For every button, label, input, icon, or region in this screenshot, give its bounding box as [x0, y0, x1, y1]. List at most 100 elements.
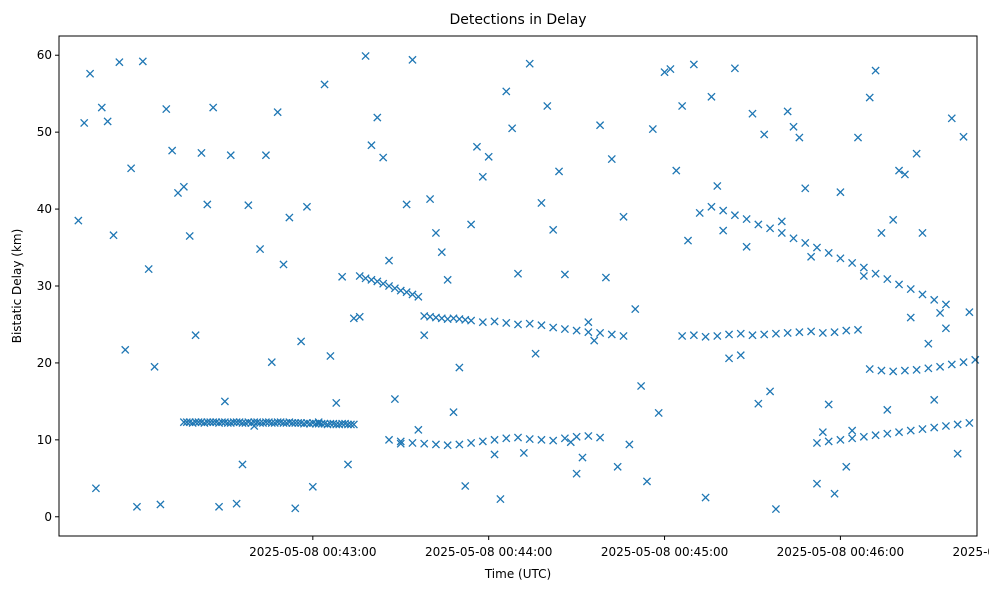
data-point	[719, 206, 728, 215]
data-point	[478, 172, 487, 181]
data-point	[513, 433, 523, 442]
data-point	[959, 358, 968, 367]
data-point	[414, 292, 423, 301]
data-point	[683, 236, 693, 245]
data-point	[420, 331, 429, 340]
y-tick-label: 30	[37, 279, 52, 293]
data-point	[701, 332, 710, 341]
x-tick-label: 2025-05-08 00:43:00	[249, 545, 376, 559]
data-point	[332, 398, 341, 407]
x-tick-label: 2025-05-08 00:45:00	[601, 545, 728, 559]
data-point	[349, 314, 358, 323]
data-point	[285, 213, 294, 222]
data-point	[537, 435, 546, 444]
data-point	[531, 349, 540, 358]
data-point	[302, 418, 312, 427]
data-point	[936, 308, 945, 317]
data-point	[707, 202, 716, 211]
data-point	[373, 277, 382, 286]
data-point	[584, 318, 593, 327]
data-point	[379, 153, 388, 162]
data-point	[766, 224, 775, 233]
data-point	[853, 133, 863, 142]
data-point	[689, 60, 698, 69]
data-point	[179, 182, 188, 191]
data-point	[250, 421, 259, 431]
data-point	[455, 363, 464, 372]
data-point	[812, 243, 822, 252]
data-point	[736, 351, 745, 360]
data-point	[396, 286, 405, 295]
data-point	[525, 435, 534, 444]
data-point	[443, 275, 452, 284]
data-point	[408, 290, 417, 299]
data-point	[584, 431, 593, 441]
data-point	[525, 319, 534, 328]
data-point	[232, 499, 241, 508]
data-point	[596, 121, 605, 130]
data-point	[695, 208, 704, 217]
data-point	[508, 124, 517, 133]
data-point	[297, 418, 306, 427]
data-point	[97, 103, 106, 112]
data-point	[384, 256, 394, 265]
data-point	[795, 133, 804, 142]
data-point	[783, 328, 792, 337]
data-point	[537, 198, 546, 207]
data-point	[305, 419, 314, 428]
y-axis-ticks: 0 10 20 30 40 50 60	[37, 48, 59, 524]
data-point	[80, 118, 89, 127]
data-point	[807, 327, 816, 336]
data-point	[355, 271, 364, 281]
x-tick-label: 2025-05-08 00:46:00	[777, 545, 904, 559]
data-point	[637, 381, 646, 391]
data-point	[713, 181, 722, 191]
data-point	[777, 228, 786, 237]
data-point	[390, 395, 399, 404]
data-point	[713, 331, 722, 341]
data-point	[115, 58, 124, 67]
data-point	[824, 248, 833, 257]
data-point	[572, 326, 581, 335]
data-point	[537, 321, 546, 330]
data-point	[672, 166, 681, 175]
data-point	[402, 288, 411, 297]
data-point	[226, 151, 235, 160]
data-point	[103, 117, 112, 126]
data-point	[924, 364, 933, 373]
data-point	[736, 329, 745, 338]
data-point	[302, 202, 312, 211]
data-point	[314, 419, 323, 428]
data-point	[678, 101, 687, 111]
data-point	[607, 155, 616, 164]
data-point	[830, 489, 839, 498]
data-point	[467, 438, 476, 447]
data-point	[918, 290, 927, 299]
data-point	[203, 200, 212, 209]
data-point	[343, 420, 353, 429]
data-point	[625, 440, 634, 449]
data-point	[162, 105, 171, 114]
data-point	[842, 462, 851, 471]
data-point	[818, 428, 827, 437]
data-point	[865, 93, 874, 102]
y-axis-label: Bistatic Delay (km)	[10, 229, 24, 344]
data-point	[490, 317, 499, 326]
data-point	[871, 431, 880, 440]
data-point	[513, 320, 523, 329]
data-point	[244, 418, 253, 427]
data-point	[859, 263, 868, 272]
data-point	[461, 481, 470, 491]
data-point	[549, 225, 558, 234]
data-point	[156, 500, 165, 509]
data-point	[836, 188, 845, 197]
data-point	[754, 399, 763, 408]
data-point	[601, 273, 610, 282]
data-point	[431, 440, 440, 449]
data-point	[279, 260, 288, 269]
data-point	[291, 418, 300, 427]
data-point	[941, 421, 950, 431]
data-point	[918, 425, 927, 434]
data-point	[807, 252, 816, 261]
data-point	[478, 437, 487, 446]
